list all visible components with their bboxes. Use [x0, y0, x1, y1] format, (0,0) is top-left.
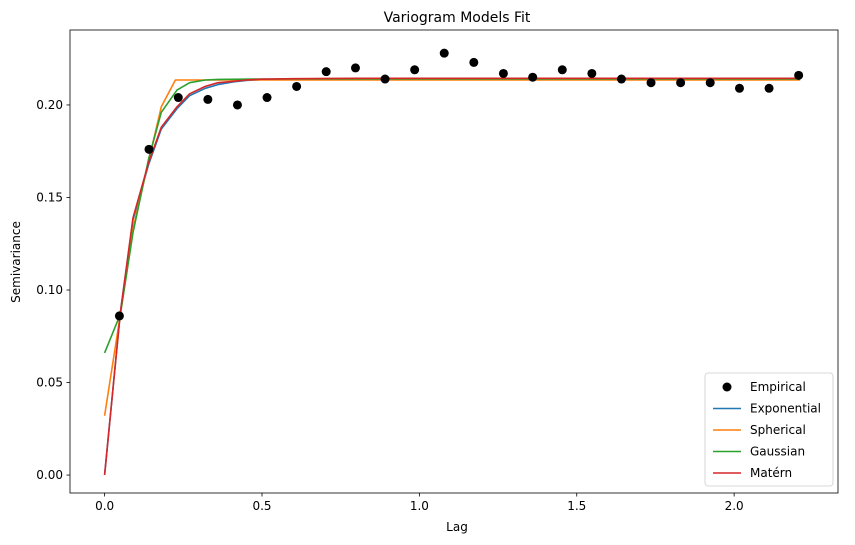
y-tick-label: 0.05	[36, 376, 63, 390]
legend-label-gaussian: Gaussian	[750, 445, 805, 459]
empirical-point	[764, 83, 774, 93]
legend-label-empirical: Empirical	[750, 380, 806, 394]
empirical-point	[794, 70, 804, 80]
empirical-point	[498, 68, 508, 78]
x-tick-label: 2.0	[725, 499, 744, 513]
empirical-point	[144, 144, 154, 154]
x-tick-label: 1.5	[567, 499, 586, 513]
legend-label-exponential: Exponential	[750, 402, 821, 416]
series-lines	[103, 77, 801, 476]
y-tick-label: 0.15	[36, 190, 63, 204]
plot-area	[69, 29, 839, 494]
empirical-point	[616, 74, 626, 84]
series-line-spherical	[103, 79, 801, 416]
series-line-exponential	[103, 77, 801, 476]
empirical-point	[114, 311, 124, 321]
empirical-points	[114, 48, 804, 321]
empirical-point	[439, 48, 449, 58]
x-axis-label: Lag	[446, 520, 468, 534]
series-line-mat-rn	[103, 77, 801, 476]
series-line-gaussian	[103, 78, 801, 354]
legend-label-mat-rn: Matérn	[750, 466, 792, 480]
empirical-point	[646, 78, 656, 88]
axis-ticks: 0.0 0.5 1.0 1.5 2.0 0.00 0.05 0.10 0.15 0.20	[36, 98, 743, 513]
empirical-point	[734, 83, 744, 93]
empirical-point	[232, 100, 242, 110]
chart-title: Variogram Models Fit	[384, 10, 531, 26]
legend-marker-empirical	[722, 382, 732, 392]
empirical-point	[173, 93, 183, 103]
empirical-point	[380, 74, 390, 84]
x-tick-label: 1.0	[410, 499, 429, 513]
y-tick-label: 0.00	[36, 468, 63, 482]
empirical-point	[350, 63, 360, 73]
empirical-point	[528, 72, 538, 82]
empirical-point	[262, 93, 272, 103]
empirical-point	[321, 67, 331, 77]
empirical-point	[676, 78, 686, 88]
empirical-point	[469, 57, 479, 67]
x-tick-label: 0.5	[252, 499, 271, 513]
empirical-point	[203, 94, 213, 104]
legend: Empirical Exponential Spherical Gaussian Mat…	[704, 372, 834, 487]
empirical-point	[587, 68, 597, 78]
plot-frame	[69, 29, 839, 494]
empirical-point	[557, 65, 567, 75]
empirical-point	[705, 78, 715, 88]
y-tick-label: 0.10	[36, 283, 63, 297]
empirical-point	[410, 65, 420, 75]
empirical-point	[292, 81, 302, 91]
y-tick-label: 0.20	[36, 98, 63, 112]
legend-box	[704, 372, 834, 487]
x-tick-label: 0.0	[95, 499, 114, 513]
y-axis-label: Semivariance	[9, 221, 23, 303]
legend-label-spherical: Spherical	[750, 423, 806, 437]
